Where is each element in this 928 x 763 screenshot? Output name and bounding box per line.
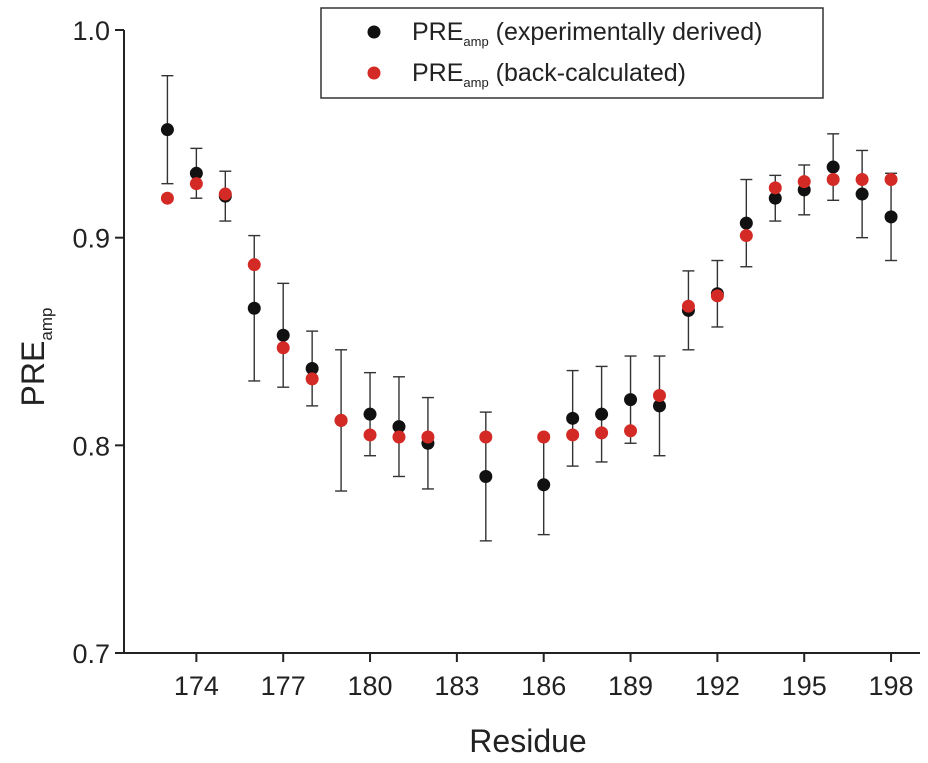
data-point-back-calculated — [826, 173, 840, 187]
data-points — [160, 123, 898, 492]
legend-box — [320, 7, 824, 99]
y-tick-label: 0.7 — [72, 639, 110, 669]
data-point-back-calculated — [652, 388, 666, 402]
data-point-experimental — [247, 301, 261, 315]
legend-label-experimental: PREamp (experimentally derived) — [412, 18, 762, 49]
data-point-experimental — [884, 210, 898, 224]
data-point-experimental — [855, 187, 869, 201]
data-point-back-calculated — [247, 258, 261, 272]
data-point-back-calculated — [537, 430, 551, 444]
data-point-back-calculated — [363, 428, 377, 442]
data-point-back-calculated — [479, 430, 493, 444]
legend-label-experimental-rest: (experimentally derived) — [489, 18, 763, 46]
data-point-back-calculated — [218, 187, 232, 201]
y-tick-label: 0.9 — [72, 224, 110, 254]
data-point-back-calculated — [681, 299, 695, 313]
y-axis-title: PREamp — [15, 308, 56, 407]
data-point-experimental — [305, 361, 319, 375]
y-axis-title-subscript: amp — [37, 308, 56, 341]
legend-marker-back-calculated — [367, 66, 381, 80]
x-tick-label: 189 — [608, 671, 653, 701]
data-point-back-calculated — [566, 428, 580, 442]
legend-label-experimental-subscript: amp — [463, 34, 488, 49]
data-point-experimental — [537, 478, 551, 492]
plot-area: 174 177 180 183 186 189 192 195 198 0.7 0.8 0.9 1.0 — [72, 16, 920, 701]
data-point-experimental — [363, 407, 377, 421]
data-point-back-calculated — [421, 430, 435, 444]
legend: PREamp (experimentally derived) PREamp (… — [320, 7, 824, 99]
x-tick-label: 198 — [869, 671, 914, 701]
data-point-back-calculated — [797, 175, 811, 189]
y-tick-label: 0.8 — [72, 431, 110, 461]
data-point-back-calculated — [595, 426, 609, 440]
x-tick-label: 186 — [521, 671, 566, 701]
data-point-experimental — [479, 469, 493, 483]
data-point-experimental — [624, 393, 638, 407]
data-point-experimental — [566, 411, 580, 425]
data-point-back-calculated — [305, 372, 319, 386]
data-point-back-calculated — [768, 181, 782, 195]
data-point-back-calculated — [739, 229, 753, 243]
legend-label-experimental-base: PRE — [412, 18, 463, 46]
data-point-back-calculated — [710, 289, 724, 303]
data-point-back-calculated — [884, 173, 898, 187]
data-point-back-calculated — [855, 173, 869, 187]
y-axis-title-base: PRE — [15, 341, 51, 407]
x-axis-title: Residue — [469, 723, 586, 759]
data-point-back-calculated — [276, 341, 290, 355]
x-tick-label: 180 — [348, 671, 393, 701]
data-point-back-calculated — [160, 191, 174, 205]
data-point-experimental — [739, 216, 753, 230]
data-point-experimental — [595, 407, 609, 421]
legend-label-back-calculated-rest: (back-calculated) — [489, 59, 686, 87]
data-point-experimental — [276, 328, 290, 342]
data-point-experimental — [392, 420, 406, 434]
y-tick-label: 1.0 — [72, 16, 110, 46]
error-bars — [161, 74, 898, 542]
data-point-experimental — [768, 191, 782, 205]
data-point-back-calculated — [624, 424, 638, 438]
data-point-back-calculated — [334, 413, 348, 427]
data-point-back-calculated — [189, 177, 203, 191]
legend-label-back-calculated-subscript: amp — [463, 75, 488, 90]
legend-label-back-calculated: PREamp (back-calculated) — [412, 59, 686, 90]
x-tick-label: 177 — [261, 671, 306, 701]
data-point-experimental — [652, 399, 666, 413]
x-tick-label: 192 — [695, 671, 740, 701]
x-tick-label: 183 — [434, 671, 479, 701]
data-point-experimental — [189, 166, 203, 180]
data-point-back-calculated — [392, 430, 406, 444]
data-point-experimental — [826, 160, 840, 174]
x-tick-label: 195 — [782, 671, 827, 701]
x-tick-label: 174 — [174, 671, 219, 701]
legend-marker-experimental — [367, 25, 381, 39]
legend-label-back-calculated-base: PRE — [412, 59, 463, 87]
axis-ticks: 174 177 180 183 186 189 192 195 198 0.7 0.8 0.9 1.0 — [72, 16, 913, 701]
data-point-experimental — [160, 123, 174, 137]
